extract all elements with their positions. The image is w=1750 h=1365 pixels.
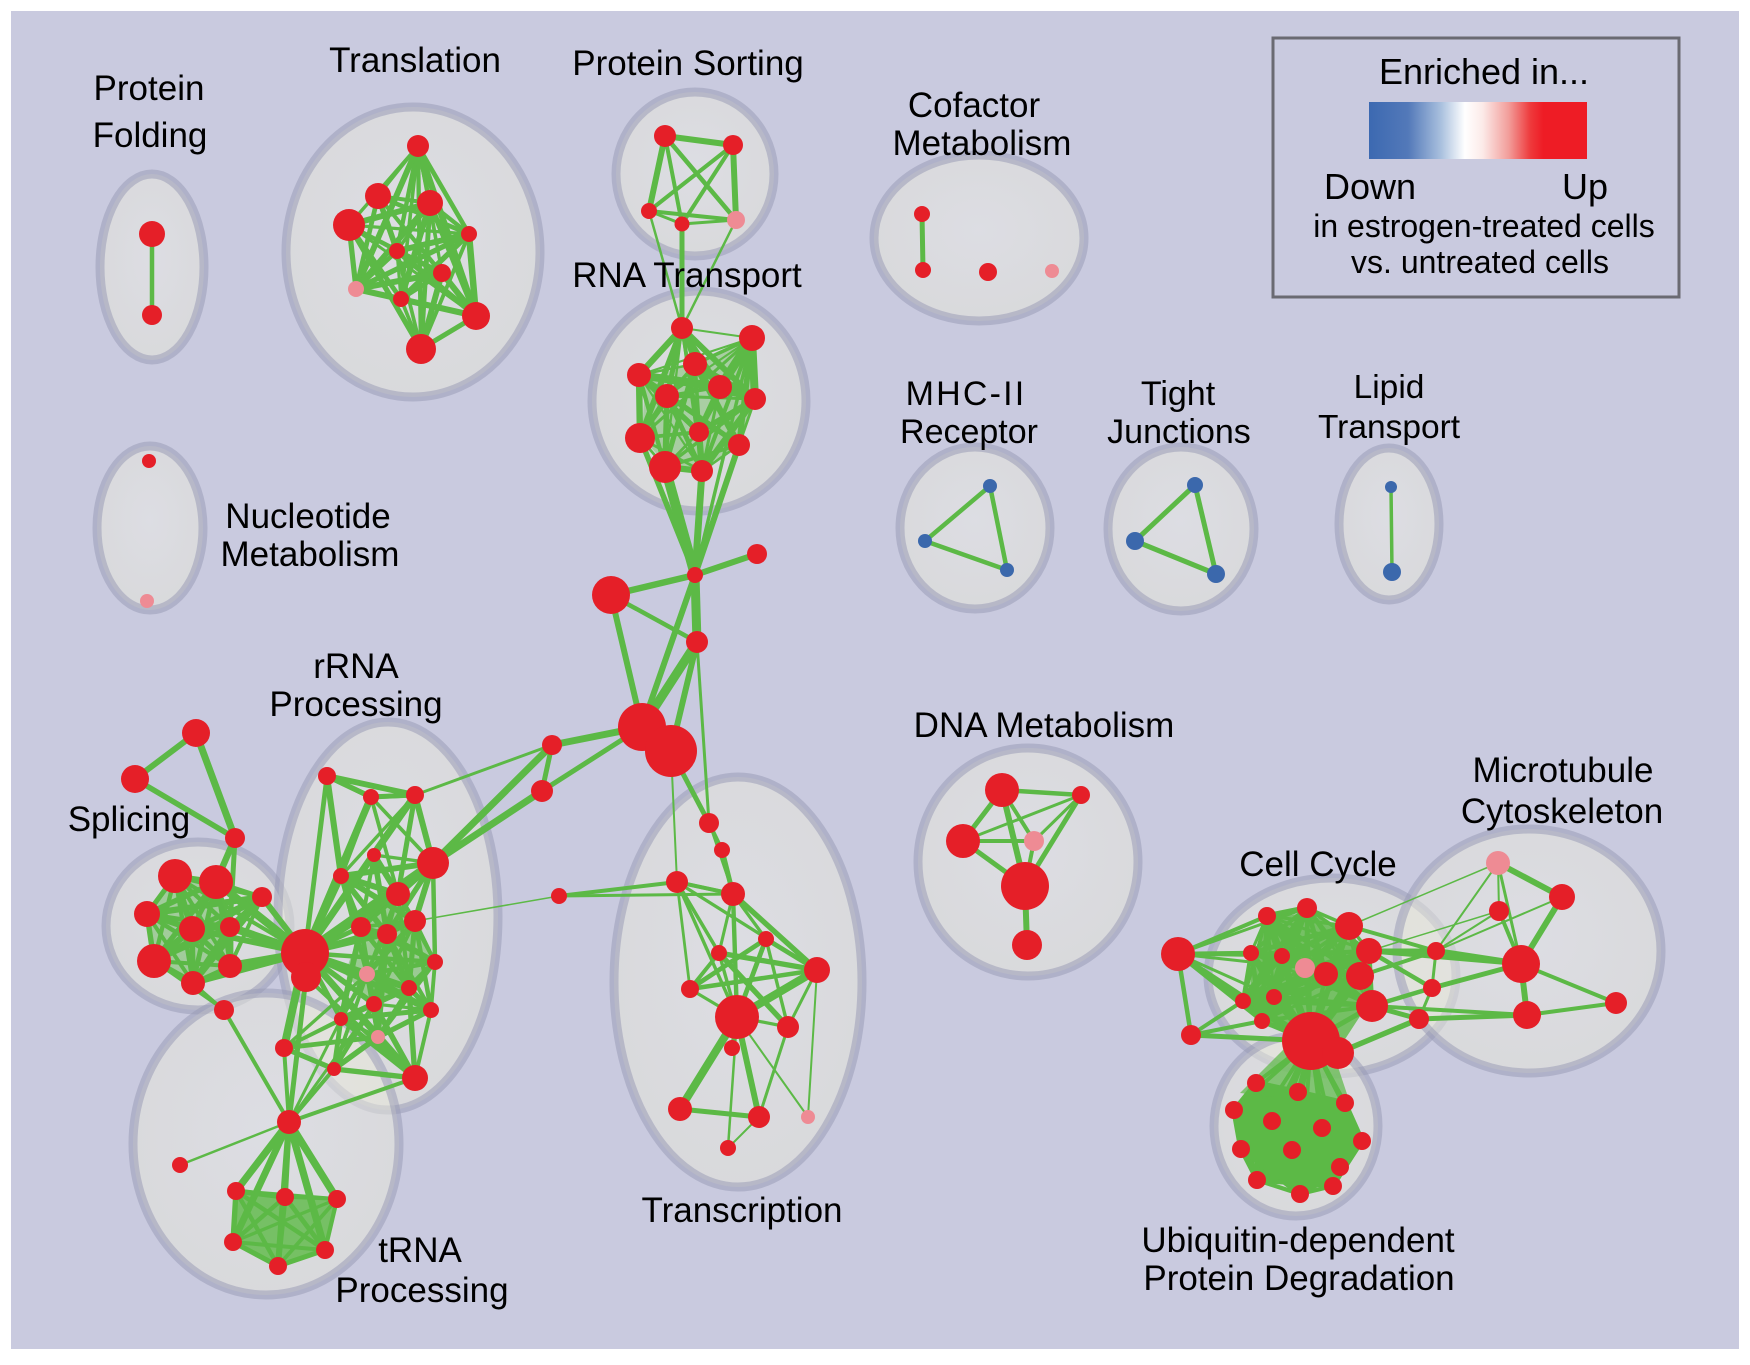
svg-text:Receptor: Receptor xyxy=(900,413,1038,451)
svg-text:Tight: Tight xyxy=(1141,375,1216,413)
svg-text:Cytoskeleton: Cytoskeleton xyxy=(1461,792,1663,831)
svg-text:Junctions: Junctions xyxy=(1107,413,1251,451)
svg-text:rRNA: rRNA xyxy=(313,647,399,686)
svg-text:Metabolism: Metabolism xyxy=(221,535,400,574)
svg-text:in estrogen-treated cells: in estrogen-treated cells xyxy=(1313,208,1655,244)
svg-text:Down: Down xyxy=(1324,166,1416,207)
svg-text:vs. untreated cells: vs. untreated cells xyxy=(1351,244,1609,280)
svg-text:Nucleotide: Nucleotide xyxy=(225,497,390,536)
svg-text:MHC-II: MHC-II xyxy=(906,375,1027,413)
svg-text:Enriched in...: Enriched in... xyxy=(1379,51,1589,92)
svg-text:DNA Metabolism: DNA Metabolism xyxy=(914,706,1175,745)
svg-text:Microtubule: Microtubule xyxy=(1473,751,1654,790)
svg-text:RNA Transport: RNA Transport xyxy=(572,256,802,295)
svg-text:Cell Cycle: Cell Cycle xyxy=(1239,845,1397,884)
svg-text:Transcription: Transcription xyxy=(642,1191,843,1230)
svg-text:Protein Degradation: Protein Degradation xyxy=(1143,1259,1454,1298)
svg-text:Splicing: Splicing xyxy=(68,800,191,839)
svg-text:Processing: Processing xyxy=(269,685,442,724)
svg-text:Ubiquitin-dependent: Ubiquitin-dependent xyxy=(1141,1221,1455,1260)
svg-text:Processing: Processing xyxy=(335,1271,508,1310)
svg-text:Metabolism: Metabolism xyxy=(893,124,1072,163)
svg-text:Cofactor: Cofactor xyxy=(908,86,1041,125)
svg-text:Folding: Folding xyxy=(93,116,208,155)
svg-text:Translation: Translation xyxy=(329,41,501,80)
svg-text:Lipid: Lipid xyxy=(1354,369,1425,406)
svg-text:Protein: Protein xyxy=(94,69,205,108)
svg-text:tRNA: tRNA xyxy=(378,1231,462,1270)
svg-text:Transport: Transport xyxy=(1318,409,1461,446)
svg-text:Protein Sorting: Protein Sorting xyxy=(572,44,804,83)
svg-text:Up: Up xyxy=(1562,166,1608,207)
